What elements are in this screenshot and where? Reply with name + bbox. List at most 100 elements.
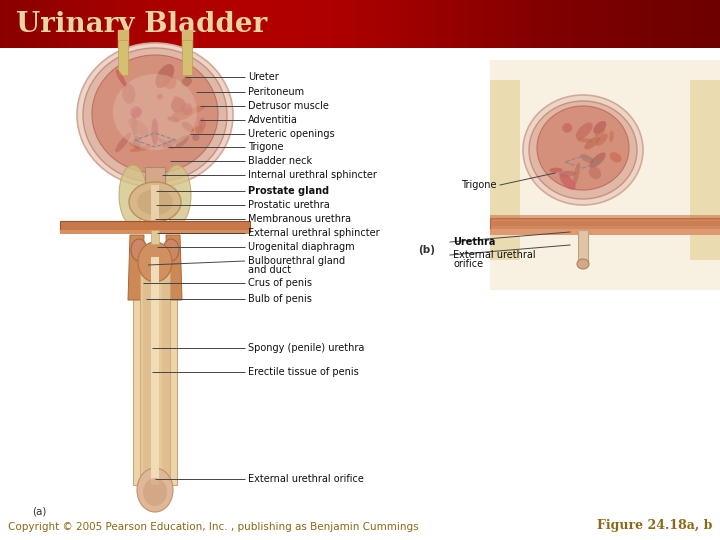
Bar: [490, 60, 720, 290]
Bar: [182, 40, 192, 75]
Ellipse shape: [523, 95, 643, 205]
Ellipse shape: [181, 122, 194, 132]
Ellipse shape: [131, 239, 147, 261]
Text: Trigone: Trigone: [462, 180, 497, 190]
Ellipse shape: [573, 163, 580, 186]
Ellipse shape: [137, 189, 173, 215]
Ellipse shape: [537, 106, 629, 190]
Text: Bulbourethral gland: Bulbourethral gland: [248, 256, 345, 266]
Polygon shape: [128, 235, 144, 300]
Text: Internal urethral sphincter: Internal urethral sphincter: [248, 170, 377, 180]
Ellipse shape: [151, 118, 158, 145]
Ellipse shape: [192, 134, 199, 141]
Text: Prostatic urethra: Prostatic urethra: [248, 200, 330, 210]
Text: Adventitia: Adventitia: [248, 115, 298, 125]
Ellipse shape: [77, 43, 233, 187]
Ellipse shape: [577, 259, 589, 269]
Ellipse shape: [589, 152, 606, 168]
Text: External urethral orifice: External urethral orifice: [248, 474, 364, 484]
Ellipse shape: [183, 105, 205, 116]
Ellipse shape: [610, 152, 621, 163]
Text: External urethral sphincter: External urethral sphincter: [248, 228, 379, 238]
Polygon shape: [166, 235, 182, 300]
Ellipse shape: [83, 48, 227, 182]
Bar: [490, 229, 720, 235]
Ellipse shape: [595, 129, 605, 137]
Ellipse shape: [176, 135, 189, 147]
Ellipse shape: [129, 141, 139, 147]
Bar: [60, 230, 250, 234]
Bar: [140, 257, 170, 485]
Text: Bulb of penis: Bulb of penis: [248, 294, 312, 304]
Text: External urethral: External urethral: [453, 250, 536, 260]
Ellipse shape: [161, 139, 178, 148]
Ellipse shape: [529, 101, 637, 199]
Text: Detrusor muscle: Detrusor muscle: [248, 101, 329, 111]
Bar: [578, 230, 588, 262]
Ellipse shape: [143, 478, 167, 506]
Text: Figure 24.18a, b: Figure 24.18a, b: [597, 519, 712, 532]
Bar: [490, 80, 520, 260]
Text: Bladder neck: Bladder neck: [248, 156, 312, 166]
Bar: [145, 167, 165, 185]
Ellipse shape: [122, 83, 135, 104]
Ellipse shape: [163, 239, 179, 261]
Text: Urogenital diaphragm: Urogenital diaphragm: [248, 242, 355, 252]
Text: Ureter: Ureter: [248, 72, 279, 82]
Ellipse shape: [157, 94, 163, 100]
Bar: [162, 262, 170, 480]
Ellipse shape: [559, 174, 575, 190]
Ellipse shape: [113, 74, 197, 150]
Ellipse shape: [133, 135, 141, 149]
Ellipse shape: [559, 171, 576, 177]
Bar: [490, 215, 720, 220]
Text: Erectile tissue of penis: Erectile tissue of penis: [248, 367, 359, 377]
Bar: [490, 218, 720, 232]
Ellipse shape: [577, 138, 593, 143]
Ellipse shape: [129, 182, 181, 222]
Ellipse shape: [195, 126, 204, 134]
Bar: [151, 230, 159, 244]
Bar: [690, 80, 720, 260]
Bar: [151, 185, 159, 220]
Ellipse shape: [130, 145, 152, 152]
Ellipse shape: [199, 118, 206, 130]
Ellipse shape: [181, 77, 192, 86]
Ellipse shape: [593, 121, 606, 134]
Text: Peritoneum: Peritoneum: [248, 87, 304, 97]
Ellipse shape: [131, 116, 137, 136]
Text: Trigone: Trigone: [248, 142, 284, 152]
Ellipse shape: [116, 69, 127, 87]
Text: Spongy (penile) urethra: Spongy (penile) urethra: [248, 343, 364, 353]
Bar: [118, 40, 128, 75]
Bar: [151, 257, 159, 485]
Ellipse shape: [137, 468, 173, 512]
Text: orifice: orifice: [453, 259, 483, 269]
Text: Copyright © 2005 Pearson Education, Inc. , publishing as Benjamin Cummings: Copyright © 2005 Pearson Education, Inc.…: [8, 522, 418, 532]
Text: Urethra: Urethra: [453, 237, 495, 247]
Ellipse shape: [138, 242, 172, 282]
Ellipse shape: [128, 118, 150, 137]
Ellipse shape: [549, 167, 562, 173]
Ellipse shape: [163, 76, 176, 89]
Text: Urinary Bladder: Urinary Bladder: [16, 10, 267, 37]
Ellipse shape: [132, 109, 141, 118]
Bar: [143, 262, 151, 480]
Ellipse shape: [171, 108, 193, 121]
Ellipse shape: [589, 166, 601, 179]
Text: (a): (a): [32, 506, 46, 516]
Ellipse shape: [167, 116, 179, 123]
Ellipse shape: [119, 165, 147, 225]
Ellipse shape: [609, 131, 613, 142]
Ellipse shape: [181, 103, 192, 115]
Text: Prostate gland: Prostate gland: [248, 186, 329, 196]
Ellipse shape: [171, 98, 186, 113]
Text: Membranous urethra: Membranous urethra: [248, 214, 351, 224]
Ellipse shape: [158, 138, 174, 150]
Text: and duct: and duct: [248, 265, 291, 275]
Bar: [133, 257, 177, 485]
Text: Ureteric openings: Ureteric openings: [248, 129, 335, 139]
Ellipse shape: [595, 133, 608, 146]
Ellipse shape: [163, 165, 191, 225]
Ellipse shape: [580, 154, 593, 163]
